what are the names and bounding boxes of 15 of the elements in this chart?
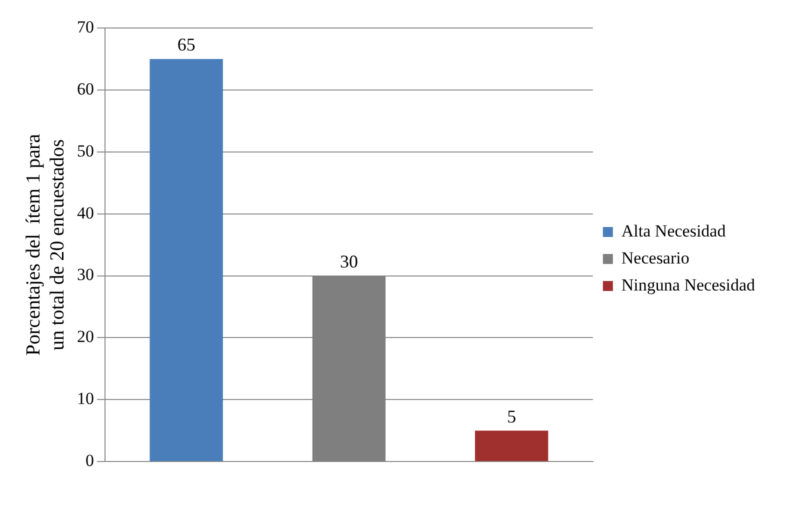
legend-label: Necesario — [621, 248, 690, 268]
data-label: 30 — [340, 252, 358, 272]
y-tick-label: 10 — [77, 389, 94, 408]
y-tick-label: 0 — [86, 451, 94, 470]
y-tick-label: 40 — [77, 203, 94, 222]
y-tick-label: 30 — [77, 265, 94, 284]
data-label: 5 — [507, 406, 516, 426]
y-axis-title: Porcentajes del ítem 1 para un total de 20 encuestados — [22, 134, 68, 356]
legend-label: Alta Necesidad — [621, 221, 726, 240]
y-tick-label: 50 — [77, 141, 94, 160]
legend-label: Ninguna Necesidad — [621, 275, 756, 294]
y-tick-label: 20 — [77, 327, 94, 346]
data-label: 65 — [177, 34, 196, 55]
y-tick-label: 70 — [77, 17, 94, 36]
y-tick-label: 60 — [77, 79, 94, 98]
